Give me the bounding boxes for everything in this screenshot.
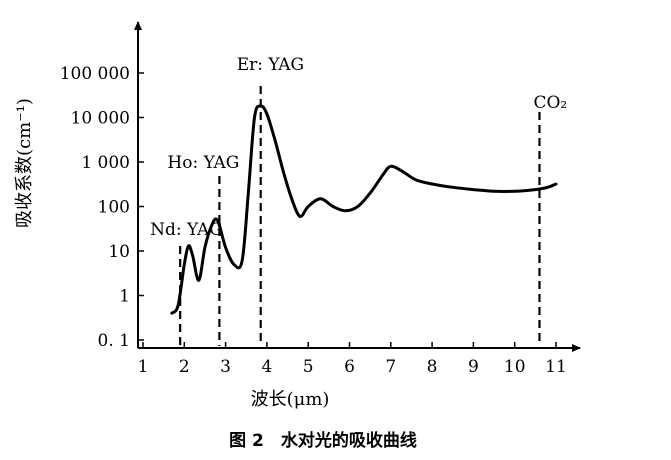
laser-marker-label: Ho: YAG [167,153,239,173]
x-ticks: 1 2 3 4 5 6 7 8 9 10 11 [138,342,567,377]
x-tick-label: 10 [504,357,526,377]
y-axis-title: 吸收系数(cm⁻¹) [14,98,35,228]
x-tick-label: 9 [468,357,479,377]
x-tick-label: 3 [220,357,231,377]
laser-marker-label: CO₂ [533,93,567,113]
y-tick-label: 0. 1 [98,331,130,351]
x-tick-label: 1 [138,357,149,377]
laser-marker-label: Er: YAG [237,55,304,75]
x-tick-label: 11 [545,357,567,377]
axes [134,21,581,352]
x-tick-label: 6 [344,357,355,377]
y-tick-label: 1 000 [81,153,130,173]
y-tick-label: 100 000 [60,64,130,84]
x-tick-label: 5 [303,357,314,377]
y-tick-label: 10 000 [71,109,130,129]
y-tick-label: 10 [108,242,130,262]
x-tick-label: 4 [261,357,272,377]
y-ticks: 0. 1 1 10 100 1 000 10 000 100 000 [60,64,144,351]
x-tick-label: 7 [385,357,396,377]
y-tick-label: 1 [119,287,130,307]
laser-marker-label: Nd: YAG [150,220,223,240]
y-tick-label: 100 [98,198,130,218]
absorption-curve [170,104,558,315]
x-tick-label: 8 [427,357,438,377]
x-tick-label: 2 [179,357,190,377]
figure-caption: 图 2 水对光的吸收曲线 [229,430,417,451]
x-axis-title: 波长(μm) [251,389,330,410]
laser-markers: Nd: YAG Ho: YAG Er: YAG CO₂ [150,55,567,346]
